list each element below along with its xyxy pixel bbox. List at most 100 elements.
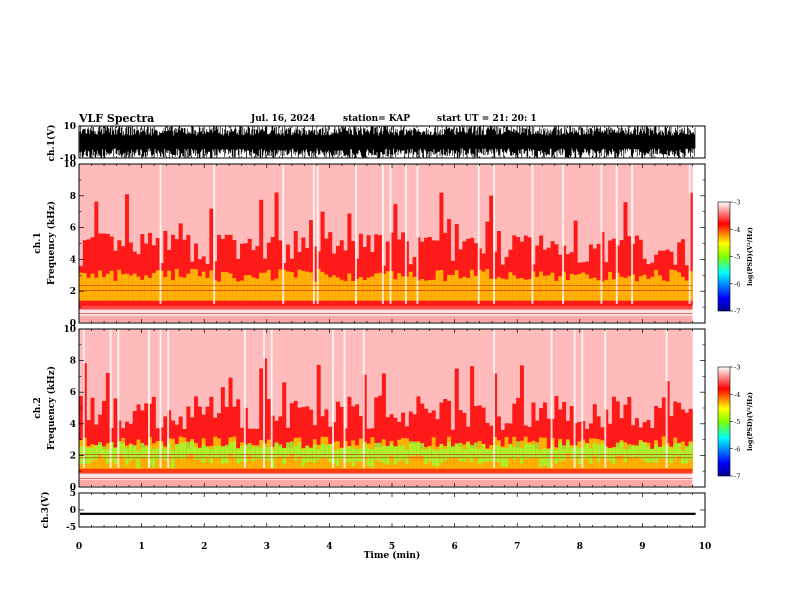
ch1-red-col <box>600 231 605 306</box>
ch1-upper-col <box>527 164 532 238</box>
ch2-green-col <box>531 445 536 458</box>
ch1-yellow-col <box>82 273 87 301</box>
ch2-green-col <box>102 446 107 459</box>
ch2-upper-col <box>178 329 183 417</box>
ch1-upper-col <box>592 164 597 249</box>
ch2-white-streak <box>167 329 170 469</box>
ch2-white-streak <box>109 329 112 469</box>
ch1-red-col <box>328 232 333 306</box>
ch1-yellow-col <box>243 275 249 301</box>
ch2-upper-col <box>286 329 291 428</box>
ch1-red-col <box>209 208 214 306</box>
ch1-upper-col <box>217 164 222 235</box>
ch2-green-col <box>424 449 429 464</box>
ch2-upper-col <box>136 329 141 405</box>
ch1-white-streak <box>316 164 319 304</box>
ch1-upper-col <box>458 164 463 250</box>
ch2-upper-col <box>466 329 471 427</box>
ch1-yellow-col <box>569 274 574 301</box>
ch2-red-col <box>393 417 398 470</box>
ch1-red-col <box>389 232 394 306</box>
ch1-upper-col <box>190 164 195 262</box>
ch2-green-col <box>263 443 268 460</box>
ch1-upper-col <box>113 164 118 251</box>
ch2-red-col <box>650 427 655 470</box>
ch2-green-col <box>140 442 145 458</box>
ch2-red-col <box>282 382 287 470</box>
ch2-white-streak <box>148 329 150 469</box>
ch1-upper-col <box>431 164 436 241</box>
ch1-upper-col <box>665 164 670 250</box>
ch2-upper-col <box>205 329 210 407</box>
ch1-yellow-col <box>358 277 364 301</box>
y-tick-label: 5 <box>70 489 76 499</box>
ch2-green-col <box>577 447 582 465</box>
ch2-green-col <box>332 450 337 464</box>
ch2-red-col <box>194 396 199 470</box>
ch2-green-col <box>611 447 617 465</box>
ch1-yellow-col <box>397 273 402 301</box>
ch1-red-col <box>98 233 103 306</box>
ch2-colorbar-tick-label: -4 <box>734 391 740 399</box>
ch1-yellow-col <box>385 271 390 301</box>
ch1-yellow-col <box>351 281 356 301</box>
ch2-colorbar-tick-label: -5 <box>734 418 740 426</box>
ch1-yellow-col <box>600 281 605 301</box>
ch1-upper-col <box>588 164 594 245</box>
panel-frame <box>78 492 706 528</box>
ch2-upper-col <box>496 329 502 417</box>
ch1-upper-col <box>328 164 333 233</box>
ch2-yellow-col <box>473 447 479 473</box>
ch1-red-col <box>366 235 371 306</box>
ch2-green-col <box>343 448 348 463</box>
ch1-yellow-col <box>638 276 643 301</box>
ch2-green-col <box>447 442 452 458</box>
ch1-upper-col <box>600 164 605 232</box>
ch1-yellow-col <box>420 279 425 301</box>
ch2-upper-col <box>278 329 283 417</box>
ch2-red-col <box>105 372 110 470</box>
ch1-upper-col <box>381 164 387 266</box>
ch2-upper-col <box>324 329 329 410</box>
ch1-upper-col <box>420 164 425 242</box>
ch1-yellow-col <box>680 276 686 301</box>
ch2-upper-col <box>581 329 586 421</box>
ch1-yellow-col <box>366 277 371 301</box>
ch1-upper-col <box>573 164 578 221</box>
ch1-yellow-col <box>90 273 95 301</box>
ch1-upper-col <box>255 164 260 247</box>
ch1-red-col <box>94 201 99 306</box>
ch2-upper-col <box>577 329 582 422</box>
ch1-upper-col <box>201 164 206 257</box>
ch1-red-col <box>113 250 118 306</box>
ch2-upper-col <box>174 329 179 425</box>
ch1-upper-col <box>627 164 632 237</box>
ch1-yellow-col <box>519 277 525 301</box>
ch1-yellow-col <box>132 273 137 301</box>
ch2-upper-col <box>531 329 536 403</box>
ch1-yellow-col <box>79 272 84 301</box>
ch2-green-col <box>125 448 130 465</box>
ch2-red-col <box>608 423 613 470</box>
ch1-white-streak <box>531 164 534 304</box>
ch1-yellow-col <box>669 269 674 301</box>
ch2-red-col <box>90 397 95 470</box>
ch1-upper-col <box>473 164 479 244</box>
ch2-red-col <box>163 416 168 470</box>
ch2-upper-col <box>121 329 126 429</box>
ch2-upper-col <box>431 329 436 411</box>
ch1-upper-col <box>355 164 360 259</box>
ch2-upper-col <box>504 329 509 424</box>
y-tick-label: 2 <box>70 451 76 461</box>
ch2-upper-col <box>297 329 302 408</box>
ch2-upper-col <box>542 329 548 403</box>
axis-ticks <box>78 125 706 528</box>
ch2-red-col <box>427 412 433 470</box>
ch1-red-col <box>240 243 245 306</box>
ch2-green-col <box>527 444 532 459</box>
ch2-upper-col <box>163 329 168 417</box>
ch1-upper-col <box>278 164 283 241</box>
ch2-white-streak <box>343 329 346 469</box>
ch2-green-col <box>282 448 287 465</box>
ch2-upper-col <box>546 329 551 419</box>
